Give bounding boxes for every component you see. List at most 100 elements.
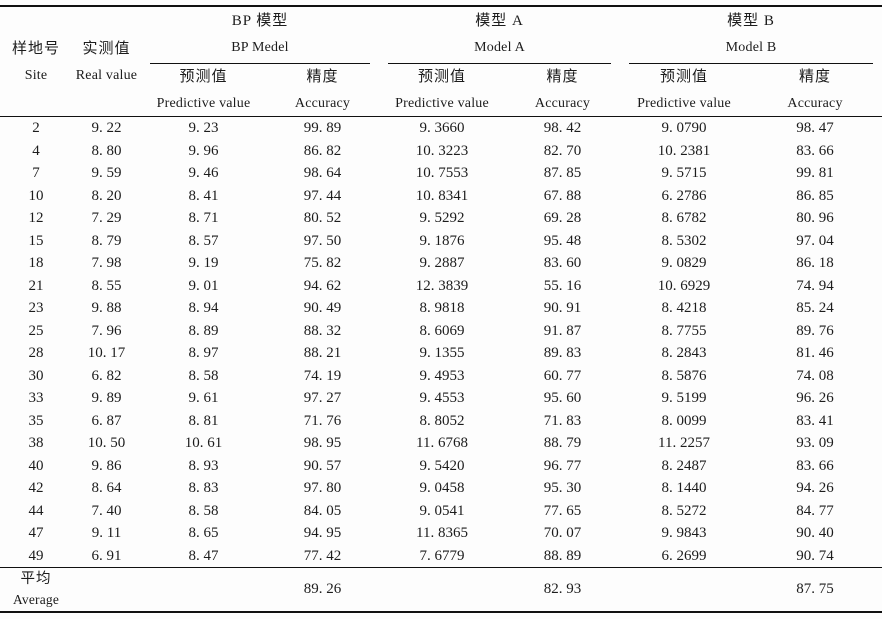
cell-model-b-predictive-value: 8. 7755 xyxy=(661,322,707,339)
cell-model-a-predictive-value: 9. 5420 xyxy=(419,457,465,474)
cell-model-b-predictive-value: 11. 2257 xyxy=(658,435,710,451)
cell-model-b-predictive-value: 8. 0099 xyxy=(661,412,707,429)
average-row: 平均 Average 89. 26 82. 93 87. 75 xyxy=(0,567,882,612)
cell-site: 35 xyxy=(28,412,44,429)
cell-model-b-predictive-value: 8. 5876 xyxy=(661,367,707,384)
cell-bp-accuracy: 97. 50 xyxy=(303,232,342,249)
table-row: 38 10. 50 10. 61 98. 95 11. 6768 88. 79 … xyxy=(0,432,882,455)
cell-model-a-accuracy: 88. 89 xyxy=(543,547,582,564)
site-label-zh: 样地号 xyxy=(11,40,60,57)
average-label-en: Average xyxy=(12,592,60,608)
cell-real-value: 7. 40 xyxy=(91,502,122,519)
table-row: 25 7. 96 8. 89 88. 32 8. 6069 91. 87 8. … xyxy=(0,320,882,343)
subheader-bp-accuracy: 精度 Accuracy xyxy=(266,64,380,117)
cell-real-value: 9. 59 xyxy=(91,165,122,181)
cell-model-a-accuracy: 69. 28 xyxy=(543,210,582,226)
cell-model-b-predictive-value: 9. 0829 xyxy=(661,255,707,271)
cell-model-b-accuracy: 90. 74 xyxy=(796,547,834,564)
model-b-label-en: Model B xyxy=(725,40,777,55)
cell-site: 28 xyxy=(28,345,44,361)
cell-real-value: 8. 20 xyxy=(91,187,122,204)
table-row: 47 9. 11 8. 65 94. 95 11. 8365 70. 07 9.… xyxy=(0,522,882,545)
cell-real-value: 6. 87 xyxy=(91,412,122,429)
cell-model-a-accuracy: 89. 83 xyxy=(543,345,582,361)
cell-model-b-accuracy: 97. 04 xyxy=(796,232,834,249)
cell-site: 18 xyxy=(28,255,44,271)
bp-accuracy-label-en: Accuracy xyxy=(294,96,351,111)
cell-model-b-accuracy: 99. 81 xyxy=(796,165,834,181)
cell-site: 42 xyxy=(28,480,44,496)
cell-model-b-predictive-value: 9. 5199 xyxy=(661,390,707,406)
cell-model-a-accuracy: 95. 48 xyxy=(543,232,582,249)
cell-model-b-accuracy: 83. 66 xyxy=(796,457,834,474)
cell-model-a-accuracy: 98. 42 xyxy=(543,120,582,136)
cell-model-b-accuracy: 98. 47 xyxy=(796,120,834,136)
cell-model-a-predictive-value: 9. 1355 xyxy=(419,345,465,361)
cell-real-value: 9. 22 xyxy=(91,120,122,136)
cell-bp-accuracy: 90. 49 xyxy=(303,300,342,316)
table-header: 样地号 Site 实测值 Real value BP 模型 BP Medel 模… xyxy=(0,6,882,117)
cell-model-b-predictive-value: 8. 1440 xyxy=(661,480,707,496)
table-row: 33 9. 89 9. 61 97. 27 9. 4553 95. 60 9. … xyxy=(0,387,882,410)
cell-model-a-predictive-value: 9. 1876 xyxy=(419,232,465,249)
cell-model-b-predictive-value: 10. 2381 xyxy=(657,142,711,159)
cell-real-value: 6. 91 xyxy=(91,547,122,564)
bp-predictive-label-en: Predictive value xyxy=(156,96,251,111)
group-header-model-a: 模型 A Model A xyxy=(379,6,620,64)
group-header-model-b-inner: 模型 B Model B xyxy=(629,8,874,64)
cell-site: 44 xyxy=(28,502,44,519)
cell-model-b-predictive-value: 8. 5302 xyxy=(661,232,707,249)
model-a-predictive-label-en: Predictive value xyxy=(395,96,489,111)
subheader-model-a-accuracy: 精度 Accuracy xyxy=(505,64,621,117)
cell-model-b-accuracy: 96. 26 xyxy=(796,390,834,406)
average-label-cell: 平均 Average xyxy=(0,567,72,612)
cell-model-a-accuracy: 96. 77 xyxy=(543,457,582,474)
cell-bp-accuracy: 98. 64 xyxy=(303,165,342,181)
cell-bp-predictive-value: 8. 58 xyxy=(188,367,219,384)
cell-model-b-predictive-value: 10. 6929 xyxy=(657,277,711,294)
cell-model-b-accuracy: 74. 08 xyxy=(796,367,834,384)
cell-model-a-accuracy: 60. 77 xyxy=(543,367,582,384)
site-label-en: Site xyxy=(24,67,48,83)
average-model-a-predictive-cell xyxy=(379,567,506,612)
cell-bp-predictive-value: 9. 19 xyxy=(188,255,219,271)
cell-model-b-accuracy: 86. 18 xyxy=(796,255,834,271)
cell-real-value: 9. 86 xyxy=(91,457,122,474)
model-a-label-en: Model A xyxy=(474,40,525,55)
cell-model-a-predictive-value: 9. 3660 xyxy=(419,120,465,136)
cell-model-a-accuracy: 67. 88 xyxy=(543,187,582,204)
cell-model-a-accuracy: 82. 70 xyxy=(543,142,582,159)
cell-bp-accuracy: 80. 52 xyxy=(303,210,342,226)
cell-model-b-predictive-value: 9. 9843 xyxy=(661,525,707,541)
cell-real-value: 10. 50 xyxy=(87,435,126,451)
column-header-site: 样地号 Site xyxy=(0,6,72,117)
model-a-label-zh: 模型 A xyxy=(475,13,524,29)
table-row: 49 6. 91 8. 47 77. 42 7. 6779 88. 89 6. … xyxy=(0,545,882,568)
cell-real-value: 9. 89 xyxy=(91,390,122,406)
cell-site: 15 xyxy=(28,232,44,249)
cell-model-a-accuracy: 83. 60 xyxy=(543,255,582,271)
subheader-model-b-predictive: 预测值 Predictive value xyxy=(620,64,749,117)
cell-model-a-predictive-value: 11. 8365 xyxy=(416,525,468,541)
cell-model-b-predictive-value: 8. 6782 xyxy=(661,210,707,226)
group-header-model-b: 模型 B Model B xyxy=(620,6,882,64)
cell-bp-accuracy: 74. 19 xyxy=(303,367,342,384)
cell-bp-accuracy: 71. 76 xyxy=(303,412,342,429)
average-model-a-accuracy-cell: 82. 93 xyxy=(505,567,621,612)
cell-model-a-predictive-value: 9. 2887 xyxy=(419,255,465,271)
table-row: 40 9. 86 8. 93 90. 57 9. 5420 96. 77 8. … xyxy=(0,455,882,478)
cell-bp-accuracy: 88. 21 xyxy=(303,345,342,361)
table-row: 23 9. 88 8. 94 90. 49 8. 9818 90. 91 8. … xyxy=(0,297,882,320)
cell-bp-accuracy: 77. 42 xyxy=(303,547,342,564)
table-footer: 平均 Average 89. 26 82. 93 87. 75 xyxy=(0,567,882,612)
subheader-model-a-predictive: 预测值 Predictive value xyxy=(379,64,506,117)
cell-site: 12 xyxy=(28,210,44,226)
cell-bp-predictive-value: 8. 81 xyxy=(188,412,219,429)
cell-bp-predictive-value: 8. 71 xyxy=(188,210,219,226)
cell-site: 38 xyxy=(28,435,44,451)
cell-bp-accuracy: 88. 32 xyxy=(303,322,342,339)
cell-model-b-predictive-value: 9. 5715 xyxy=(661,165,707,181)
cell-bp-predictive-value: 9. 46 xyxy=(188,165,219,181)
model-b-label-zh: 模型 B xyxy=(727,13,775,29)
